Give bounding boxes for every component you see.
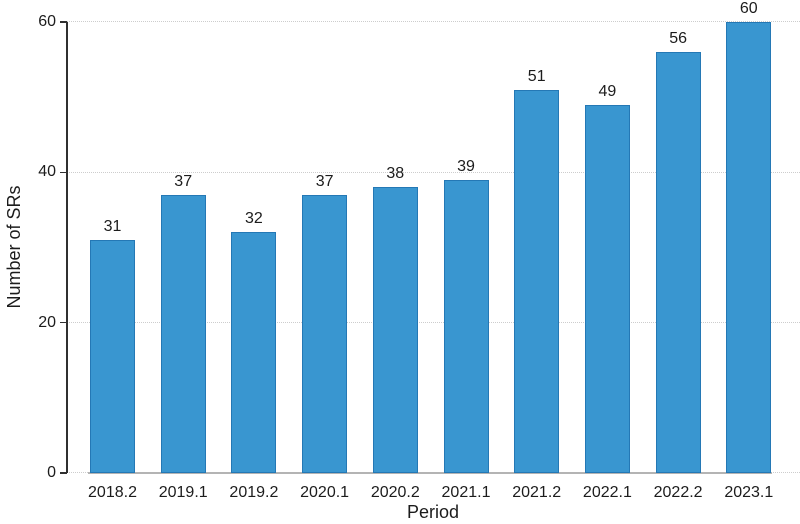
y-tick-label: 60 <box>38 13 56 30</box>
bar-value-label: 32 <box>244 210 263 228</box>
bar-2021.2 <box>514 89 560 473</box>
y-axis-line <box>66 22 68 473</box>
bar-2021.1 <box>443 179 489 473</box>
x-tick-label: 2018.2 <box>88 484 137 501</box>
gridline-y40 <box>67 171 800 173</box>
x-tick-label: 2021.2 <box>512 484 562 501</box>
y-tick-mark <box>60 472 67 474</box>
bar-2023.1 <box>726 22 772 473</box>
bar-value-label: 49 <box>598 82 617 100</box>
gridline-y20 <box>67 321 800 323</box>
bar-2022.1 <box>584 104 630 473</box>
bar-2019.2 <box>231 232 277 473</box>
y-tick-label: 40 <box>38 163 56 181</box>
x-tick-label: 2020.1 <box>300 484 350 501</box>
x-axis-title: Period <box>406 502 460 522</box>
x-tick-label: 2019.2 <box>229 484 279 501</box>
x-axis-baseline <box>88 472 772 474</box>
x-tick-label: 2022.2 <box>653 484 703 501</box>
y-tick-mark <box>60 321 67 324</box>
bar-value-label: 31 <box>103 217 122 235</box>
bar-2020.2 <box>372 187 418 473</box>
bar-value-label: 60 <box>739 0 758 17</box>
y-tick-mark <box>60 171 67 174</box>
y-tick-label: 0 <box>47 464 56 481</box>
bar-value-label: 37 <box>315 172 334 190</box>
bar-2019.1 <box>160 194 206 473</box>
gridline-y60 <box>67 21 800 23</box>
x-tick-label: 2021.1 <box>441 484 491 501</box>
bar-value-label: 51 <box>527 67 546 85</box>
bar-value-label: 56 <box>669 30 687 48</box>
x-tick-label: 2023.1 <box>724 484 774 501</box>
bar-2018.2 <box>90 239 135 473</box>
bar-value-label: 37 <box>174 172 193 190</box>
x-tick-label: 2020.2 <box>370 484 420 501</box>
bar-2022.2 <box>655 52 701 473</box>
x-tick-label: 2019.1 <box>158 484 208 501</box>
y-tick-mark <box>60 21 67 23</box>
y-tick-label: 20 <box>38 313 56 331</box>
bar-value-label: 38 <box>386 165 405 183</box>
bar-2020.1 <box>302 194 348 473</box>
bar-value-label: 39 <box>457 157 475 175</box>
x-tick-label: 2022.1 <box>582 484 632 501</box>
